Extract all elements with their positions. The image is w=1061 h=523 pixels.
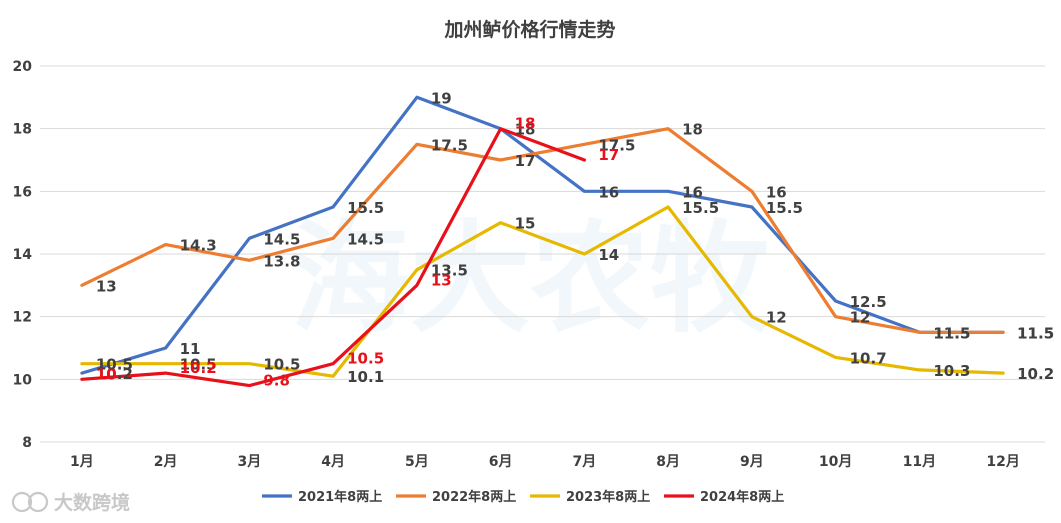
- data-label: 17.5: [598, 136, 635, 154]
- data-label: 11.5: [1017, 324, 1054, 342]
- data-label: 16: [766, 183, 787, 201]
- y-tick-label: 18: [13, 122, 32, 138]
- data-label: 9.8: [263, 372, 290, 390]
- data-label: 15: [515, 215, 536, 233]
- data-label: 16: [682, 183, 703, 201]
- data-label: 15.5: [766, 199, 803, 217]
- data-label: 11.5: [1017, 324, 1054, 342]
- data-label: 10.2: [1017, 365, 1054, 383]
- x-tick-label: 8月: [656, 454, 680, 470]
- x-tick-label: 5月: [405, 454, 429, 470]
- data-label: 12: [850, 309, 871, 327]
- brand-text: 大数跨境: [54, 491, 130, 514]
- data-label: 16: [598, 183, 619, 201]
- data-label: 13.5: [431, 262, 468, 280]
- x-tick-label: 9月: [740, 454, 764, 470]
- y-tick-label: 10: [13, 372, 33, 388]
- x-tick-label: 7月: [573, 454, 597, 470]
- data-label: 18: [682, 121, 703, 139]
- series-line-2: [80, 127, 1005, 334]
- y-tick-label: 20: [13, 59, 33, 75]
- data-label: 10.5: [263, 356, 300, 374]
- data-label: 10.7: [850, 349, 887, 367]
- data-label: 14.3: [180, 237, 217, 255]
- series-lines: [80, 95, 1005, 388]
- data-label: 10.5: [347, 350, 384, 368]
- data-label: 17: [515, 152, 536, 170]
- x-tick-label: 10月: [819, 454, 852, 470]
- data-label: 11.5: [933, 324, 970, 342]
- x-tick-label: 11月: [903, 454, 936, 470]
- y-tick-label: 14: [13, 247, 33, 263]
- data-label: 10: [96, 365, 117, 383]
- y-tick-label: 8: [22, 435, 32, 451]
- data-label: 18: [515, 121, 536, 139]
- legend: 2021年8两上 2022年8两上 2023年8两上 2024年8两上: [262, 489, 784, 505]
- data-label: 15.5: [682, 199, 719, 217]
- x-tick-label: 1月: [70, 454, 94, 470]
- series-line-4: [80, 127, 587, 388]
- data-label: 13.8: [263, 252, 300, 270]
- data-label: 10.1: [347, 368, 384, 386]
- data-label: 14: [598, 246, 619, 264]
- data-label: 10.2: [96, 365, 133, 383]
- data-label: 12: [766, 309, 787, 327]
- data-label: 17: [598, 146, 619, 164]
- data-label: 10.2: [180, 359, 217, 377]
- series-line-3: [80, 205, 1005, 378]
- x-axis-ticks: 1月 2月 3月 4月 5月 6月 7月 8月 9月 10月 11月 12月: [70, 454, 1020, 470]
- data-label: 10.5: [180, 356, 217, 374]
- data-label: 15.5: [347, 199, 384, 217]
- data-label: 13: [431, 271, 452, 289]
- y-tick-label: 16: [13, 184, 32, 200]
- data-label: 19: [431, 89, 452, 107]
- y-tick-label: 12: [13, 310, 32, 326]
- x-tick-label: 6月: [489, 454, 513, 470]
- x-tick-label: 12月: [986, 454, 1019, 470]
- legend-entry-label: 2024年8两上: [700, 489, 784, 505]
- data-label: 11.5: [933, 324, 970, 342]
- legend-entry-label: 2023年8两上: [566, 489, 650, 505]
- data-label: 14.5: [263, 230, 300, 248]
- x-tick-label: 4月: [321, 454, 345, 470]
- data-label: 14.5: [347, 230, 384, 248]
- data-label: 10.5: [96, 356, 133, 374]
- data-label: 10.3: [933, 362, 970, 380]
- chart-title: 加州鲈价格行情走势: [443, 18, 615, 41]
- data-label: 13: [96, 277, 117, 295]
- legend-entry-label: 2021年8两上: [298, 489, 382, 505]
- x-tick-label: 3月: [238, 454, 262, 470]
- data-label: 17.5: [431, 136, 468, 154]
- legend-entry-label: 2022年8两上: [432, 489, 516, 505]
- brand-icon: [11, 491, 33, 513]
- brand-logo: 大数跨境: [11, 491, 130, 514]
- data-label: 18: [515, 115, 536, 133]
- data-label: 12.5: [850, 293, 887, 311]
- x-tick-label: 2月: [154, 454, 178, 470]
- y-axis-ticks: 8 10 12 14 16 18 20: [13, 59, 33, 451]
- brand-icon: [27, 491, 49, 513]
- data-label: 11: [180, 340, 201, 358]
